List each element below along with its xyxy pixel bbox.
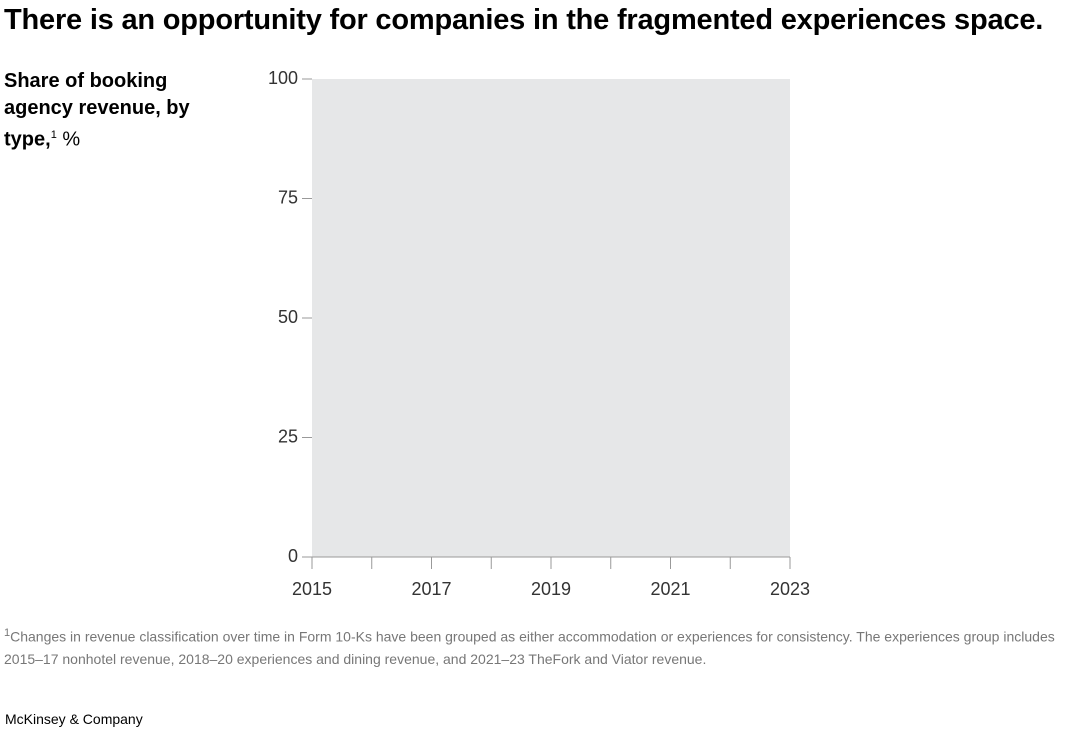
x-tick-label: 2023	[770, 579, 810, 599]
subtitle-text: Share of booking agency revenue, by type…	[4, 70, 190, 151]
footnote-marker: 1	[4, 627, 11, 639]
y-tick-label: 75	[278, 187, 298, 207]
y-tick-label: 25	[278, 426, 298, 446]
chart-title: There is an opportunity for companies in…	[4, 4, 1044, 36]
y-tick-label: 50	[278, 307, 298, 327]
y-tick-label: 0	[288, 546, 298, 566]
x-tick-label: 2021	[650, 579, 690, 599]
footnote-text: Changes in revenue classification over t…	[4, 628, 1055, 667]
source: McKinsey & Company	[5, 711, 143, 727]
x-tick-label: 2019	[531, 579, 571, 599]
plot-area	[312, 79, 790, 557]
subtitle-note: 1	[50, 129, 57, 141]
chart-subtitle: Share of booking agency revenue, by type…	[4, 68, 204, 154]
x-tick-label: 2015	[292, 579, 332, 599]
y-tick-label: 100	[268, 68, 298, 88]
footnote: 1Changes in revenue classification over …	[4, 622, 1064, 670]
x-tick-label: 2017	[411, 579, 451, 599]
unit: %	[62, 128, 81, 151]
